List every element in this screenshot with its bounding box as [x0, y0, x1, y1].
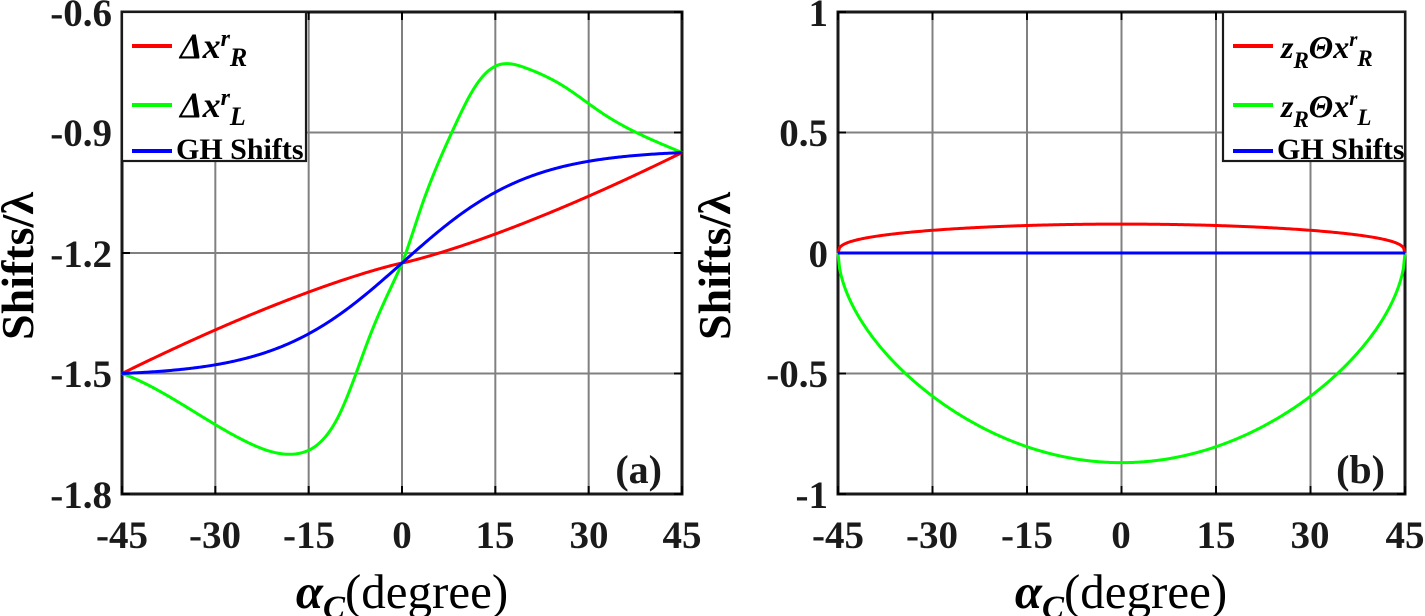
svg-text:-45: -45 [812, 514, 864, 557]
svg-text:30: 30 [1291, 514, 1330, 557]
svg-text:-0.5: -0.5 [766, 353, 828, 396]
svg-text:-1.5: -1.5 [50, 353, 112, 396]
svg-text:(b): (b) [1336, 447, 1385, 492]
svg-text:45: 45 [1386, 514, 1425, 557]
svg-text:-45: -45 [96, 514, 148, 557]
svg-text:0: 0 [1111, 514, 1131, 557]
svg-text:15: 15 [1197, 514, 1236, 557]
svg-text:45: 45 [663, 514, 702, 557]
svg-text:-1.2: -1.2 [50, 233, 112, 276]
svg-text:GH Shifts: GH Shifts [176, 133, 304, 166]
svg-text:-0.6: -0.6 [50, 0, 112, 35]
svg-text:-15: -15 [1001, 514, 1053, 557]
svg-text:(a): (a) [615, 447, 662, 492]
svg-text:-1.8: -1.8 [50, 474, 112, 517]
svg-text:Shifts/λ: Shifts/λ [0, 192, 43, 340]
svg-text:-30: -30 [189, 514, 241, 557]
svg-text:1: 1 [809, 0, 829, 35]
svg-text:0: 0 [809, 233, 829, 276]
svg-text:15: 15 [476, 514, 515, 557]
svg-text:30: 30 [570, 514, 609, 557]
svg-text:0.5: 0.5 [779, 112, 828, 155]
svg-text:Shifts/λ: Shifts/λ [689, 192, 740, 340]
svg-text:-1: -1 [796, 474, 829, 517]
svg-text:-30: -30 [906, 514, 958, 557]
svg-text:GH Shifts: GH Shifts [1277, 133, 1405, 166]
svg-text:-0.9: -0.9 [50, 112, 112, 155]
svg-text:0: 0 [392, 514, 412, 557]
svg-text:-15: -15 [283, 514, 335, 557]
